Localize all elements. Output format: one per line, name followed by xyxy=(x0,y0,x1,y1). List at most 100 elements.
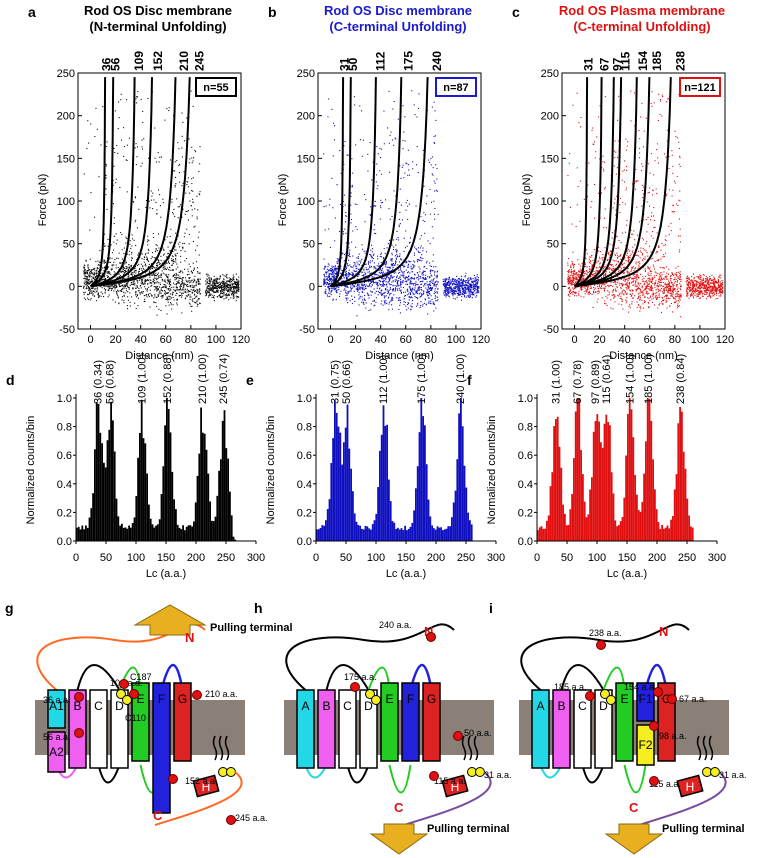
force-point xyxy=(148,269,150,271)
force-point xyxy=(178,274,180,276)
force-point xyxy=(421,254,423,256)
force-point xyxy=(370,249,372,251)
force-point xyxy=(232,292,234,294)
force-point xyxy=(579,273,581,275)
force-point xyxy=(667,280,669,282)
force-point xyxy=(153,301,155,303)
force-point xyxy=(155,282,157,284)
force-point xyxy=(381,277,383,279)
force-point xyxy=(467,280,469,282)
force-point xyxy=(179,241,181,243)
force-point xyxy=(370,254,372,256)
force-point xyxy=(415,305,417,307)
force-point xyxy=(427,292,429,294)
force-point xyxy=(416,146,418,148)
force-point xyxy=(672,172,674,174)
force-point xyxy=(574,282,576,284)
force-point xyxy=(638,266,640,268)
force-point xyxy=(396,238,398,240)
force-point xyxy=(158,189,160,191)
force-point xyxy=(128,287,130,289)
force-point xyxy=(645,117,647,119)
force-point xyxy=(110,285,112,287)
force-point xyxy=(138,272,140,274)
force-point xyxy=(146,290,148,292)
force-point xyxy=(154,251,156,253)
force-point xyxy=(367,170,369,172)
force-point xyxy=(159,290,161,292)
force-point xyxy=(140,278,142,280)
force-point xyxy=(94,291,96,293)
force-point xyxy=(471,291,473,293)
force-point xyxy=(204,290,206,292)
force-point xyxy=(189,298,191,300)
force-point xyxy=(187,284,189,286)
force-point xyxy=(420,295,422,297)
force-point xyxy=(229,289,231,291)
force-point xyxy=(436,178,438,180)
force-point xyxy=(377,290,379,292)
force-point xyxy=(188,273,190,275)
force-point xyxy=(195,301,197,303)
force-point xyxy=(124,281,126,283)
force-point xyxy=(594,157,596,159)
force-point xyxy=(369,283,371,285)
force-point xyxy=(190,90,192,92)
force-point xyxy=(194,301,196,303)
force-point xyxy=(154,127,156,129)
peak-label: 245 xyxy=(192,51,206,71)
force-point xyxy=(458,293,460,295)
force-point xyxy=(126,282,128,284)
force-point xyxy=(113,223,115,225)
force-point xyxy=(669,289,671,291)
force-point xyxy=(126,270,128,272)
force-point xyxy=(333,280,335,282)
force-point xyxy=(323,278,325,280)
force-point xyxy=(227,280,229,282)
force-point xyxy=(429,293,431,295)
force-point xyxy=(328,285,330,287)
force-point xyxy=(146,296,148,298)
force-point xyxy=(332,207,334,209)
force-point xyxy=(412,271,414,273)
force-point xyxy=(171,255,173,257)
force-point xyxy=(362,139,364,141)
force-point xyxy=(150,294,152,296)
force-point xyxy=(206,293,208,295)
force-point xyxy=(584,287,586,289)
force-point xyxy=(105,278,107,280)
force-point xyxy=(99,272,101,274)
force-point xyxy=(326,277,328,279)
force-point xyxy=(89,258,91,260)
force-point xyxy=(162,267,164,269)
force-point xyxy=(379,205,381,207)
force-point xyxy=(152,281,154,283)
force-point xyxy=(144,279,146,281)
force-point xyxy=(658,259,660,261)
peak-label: 36 xyxy=(100,57,114,71)
force-point xyxy=(391,254,393,256)
force-point xyxy=(365,250,367,252)
force-point xyxy=(582,278,584,280)
force-point xyxy=(177,217,179,219)
force-point xyxy=(650,153,652,155)
force-point xyxy=(105,165,107,167)
force-point xyxy=(417,276,419,278)
peak-label: 175 xyxy=(401,51,415,71)
force-point xyxy=(474,278,476,280)
force-point xyxy=(412,168,414,170)
force-point xyxy=(327,271,329,273)
force-point xyxy=(380,291,382,293)
force-point xyxy=(115,243,117,245)
force-point xyxy=(371,276,373,278)
force-point xyxy=(663,278,665,280)
force-point xyxy=(232,288,234,290)
force-point xyxy=(233,295,235,297)
force-point xyxy=(197,272,199,274)
force-point xyxy=(361,284,363,286)
force-point xyxy=(192,300,194,302)
force-point xyxy=(348,247,350,249)
force-point xyxy=(428,277,430,279)
force-point xyxy=(606,304,608,306)
force-point xyxy=(446,288,448,290)
